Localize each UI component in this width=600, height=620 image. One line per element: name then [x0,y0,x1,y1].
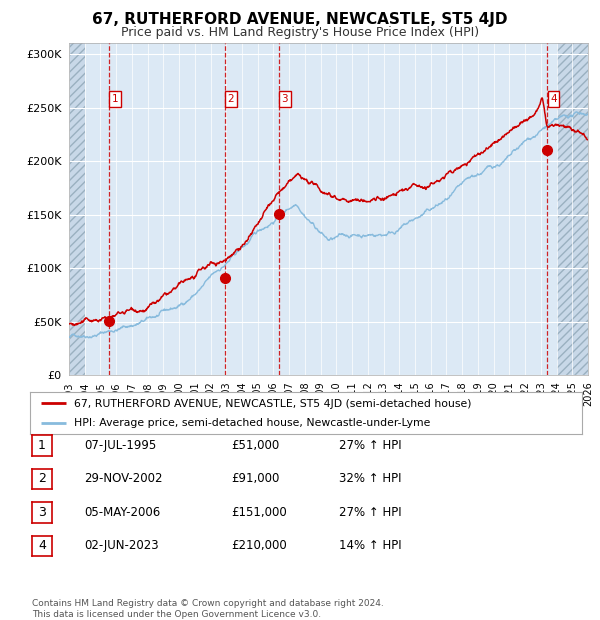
Text: 2: 2 [38,472,46,485]
Text: Price paid vs. HM Land Registry's House Price Index (HPI): Price paid vs. HM Land Registry's House … [121,26,479,39]
Text: 14% ↑ HPI: 14% ↑ HPI [339,539,401,552]
Text: £51,000: £51,000 [231,439,279,451]
Text: 3: 3 [281,94,288,104]
Text: 29-NOV-2002: 29-NOV-2002 [84,472,163,485]
Text: 02-JUN-2023: 02-JUN-2023 [84,539,158,552]
Text: 32% ↑ HPI: 32% ↑ HPI [339,472,401,485]
Text: £91,000: £91,000 [231,472,280,485]
Text: Contains HM Land Registry data © Crown copyright and database right 2024.
This d: Contains HM Land Registry data © Crown c… [32,600,384,619]
Text: 67, RUTHERFORD AVENUE, NEWCASTLE, ST5 4JD: 67, RUTHERFORD AVENUE, NEWCASTLE, ST5 4J… [92,12,508,27]
Text: 67, RUTHERFORD AVENUE, NEWCASTLE, ST5 4JD (semi-detached house): 67, RUTHERFORD AVENUE, NEWCASTLE, ST5 4J… [74,399,472,409]
Text: 05-MAY-2006: 05-MAY-2006 [84,506,160,518]
Text: HPI: Average price, semi-detached house, Newcastle-under-Lyme: HPI: Average price, semi-detached house,… [74,418,431,428]
Text: £210,000: £210,000 [231,539,287,552]
Text: £151,000: £151,000 [231,506,287,518]
Bar [557,43,588,375]
Text: 07-JUL-1995: 07-JUL-1995 [84,439,156,451]
Text: 27% ↑ HPI: 27% ↑ HPI [339,506,401,518]
Text: 4: 4 [38,539,46,552]
Text: 4: 4 [550,94,557,104]
Text: 3: 3 [38,506,46,519]
Text: 1: 1 [38,439,46,452]
Text: 1: 1 [112,94,118,104]
Bar [69,43,85,375]
Text: 27% ↑ HPI: 27% ↑ HPI [339,439,401,451]
Text: 2: 2 [227,94,235,104]
